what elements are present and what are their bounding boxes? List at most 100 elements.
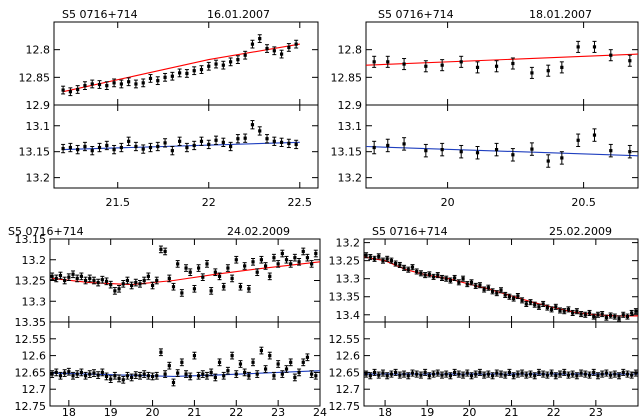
point-marker	[625, 372, 630, 376]
data-point	[177, 136, 182, 146]
point-marker	[381, 371, 385, 375]
data-point	[50, 370, 55, 378]
point-marker	[97, 82, 102, 87]
data-point	[192, 351, 197, 360]
point-marker	[276, 362, 280, 366]
point-marker	[617, 374, 621, 378]
y-tick-label: 13.2	[22, 254, 47, 267]
data-point	[510, 57, 515, 70]
data-point	[175, 260, 180, 268]
point-marker	[205, 374, 209, 378]
data-point	[536, 303, 541, 310]
data-point	[119, 142, 124, 153]
data-point	[549, 306, 554, 313]
data-point	[192, 66, 197, 76]
data-point	[292, 373, 297, 382]
point-marker	[121, 282, 125, 286]
point-marker	[465, 371, 469, 375]
data-point	[546, 154, 551, 168]
point-marker	[63, 278, 67, 283]
point-marker	[394, 370, 398, 374]
data-point	[259, 346, 264, 355]
data-point	[199, 65, 204, 74]
data-point	[297, 258, 302, 266]
point-marker	[495, 291, 499, 295]
point-marker	[155, 374, 159, 378]
point-marker	[440, 373, 444, 377]
data-point	[238, 360, 243, 368]
point-marker	[453, 370, 457, 374]
data-point	[617, 315, 622, 322]
point-marker	[265, 46, 269, 51]
point-marker	[67, 370, 71, 374]
data-point	[179, 358, 184, 367]
data-point	[267, 351, 272, 360]
point-marker	[214, 138, 218, 142]
point-marker	[259, 258, 263, 262]
point-marker	[236, 58, 240, 62]
point-marker	[305, 355, 310, 359]
point-marker	[609, 373, 613, 377]
point-marker	[226, 369, 230, 373]
data-point	[456, 370, 461, 378]
data-point	[380, 369, 385, 377]
data-point	[225, 366, 230, 375]
data-point	[246, 371, 251, 380]
point-marker	[575, 374, 579, 378]
y-tick-label: 12.75	[329, 400, 361, 413]
point-marker	[436, 273, 440, 277]
point-marker	[579, 371, 583, 375]
point-marker	[75, 372, 79, 376]
point-marker	[453, 276, 457, 280]
data-point	[79, 272, 84, 281]
data-point	[600, 370, 605, 378]
point-marker	[171, 285, 176, 289]
data-point	[148, 74, 153, 83]
data-point	[515, 370, 520, 378]
point-marker	[524, 302, 528, 306]
x-tick-label: 21.5	[105, 196, 130, 209]
y-tick-label: 12.65	[15, 366, 47, 379]
data-point	[397, 261, 402, 269]
point-marker	[188, 374, 192, 379]
data-point	[368, 372, 373, 380]
data-point	[163, 247, 168, 256]
data-point	[58, 271, 63, 280]
data-point	[372, 140, 377, 155]
point-marker	[185, 71, 189, 76]
y-tick-label: 13.15	[15, 233, 47, 246]
y-tick-label: 13.25	[329, 255, 361, 268]
data-point	[574, 308, 579, 315]
data-point	[83, 276, 88, 285]
point-marker	[511, 61, 515, 66]
panel-date-label: 18.01.2007	[529, 8, 592, 21]
data-point	[148, 142, 153, 153]
data-point	[91, 276, 96, 285]
y-tick-label: 12.7	[22, 383, 47, 396]
point-marker	[402, 142, 406, 146]
data-point	[305, 253, 310, 262]
point-marker	[372, 257, 377, 261]
point-marker	[54, 370, 58, 374]
data-point	[66, 367, 71, 376]
data-point	[71, 371, 76, 380]
data-point	[313, 371, 318, 380]
data-point	[243, 133, 248, 143]
point-marker	[205, 262, 209, 266]
point-marker	[272, 139, 276, 143]
y-tick-label: 12.8	[26, 44, 51, 57]
data-point	[368, 254, 373, 261]
data-point	[385, 138, 390, 153]
data-point	[221, 371, 226, 380]
data-point	[418, 371, 423, 379]
data-point	[427, 271, 432, 278]
point-marker	[255, 372, 259, 376]
point-marker	[125, 278, 130, 283]
point-marker	[234, 258, 238, 262]
data-point	[559, 151, 564, 165]
subplot-frame	[49, 321, 321, 407]
data-point	[490, 372, 495, 380]
point-marker	[410, 265, 415, 269]
data-point	[297, 368, 302, 377]
data-point	[167, 274, 172, 283]
